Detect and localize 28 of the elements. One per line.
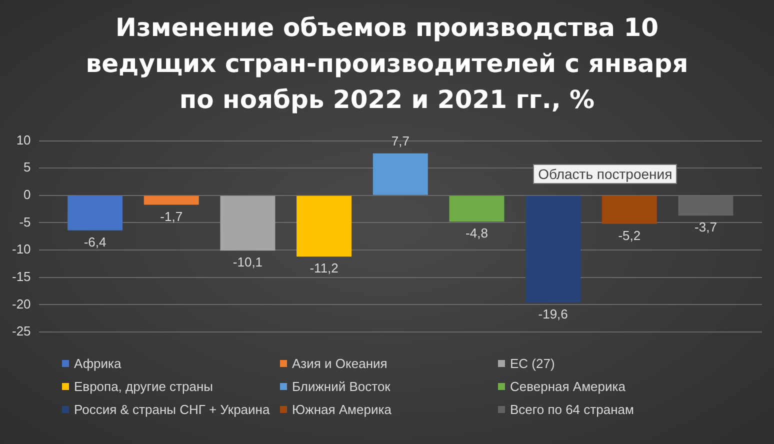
y-tick-label: -15 xyxy=(12,268,31,284)
data-label: -3,7 xyxy=(694,220,717,235)
data-label: -10,1 xyxy=(232,254,263,270)
legend-label: Россия & страны СНГ + Украина xyxy=(74,402,270,417)
data-label: 7,7 xyxy=(391,133,410,148)
data-label: -5,2 xyxy=(618,228,641,243)
legend-label: Азия и Океания xyxy=(292,356,388,371)
data-label: -6,4 xyxy=(84,234,106,250)
annotation: Область построения xyxy=(533,164,678,184)
legend-label: Северная Америка xyxy=(510,379,626,394)
chart-title: Изменение объемов производства 10 ведущих стран-производителей с января по ноябрь 2022 и 2021 гг., % xyxy=(84,12,690,116)
y-tick-label: -10 xyxy=(12,242,31,257)
y-tick-label: 10 xyxy=(16,132,31,148)
data-label: -1,7 xyxy=(160,208,183,224)
legend-label: Всего по 64 странам xyxy=(510,402,634,417)
data-label: -11,2 xyxy=(310,260,338,276)
data-label: -4,8 xyxy=(466,226,488,241)
y-tick-label: 0 xyxy=(24,187,31,202)
data-label: -19,6 xyxy=(538,306,568,322)
y-tick-label: -25 xyxy=(12,324,31,339)
legend-label: Европа, другие страны xyxy=(74,379,213,394)
legend-label: Ближний Восток xyxy=(292,379,390,394)
legend-label: ЕС (27) xyxy=(510,356,555,371)
y-tick-label: -5 xyxy=(19,214,31,230)
y-tick-label: -20 xyxy=(12,296,31,312)
y-tick-label: 5 xyxy=(24,160,31,175)
legend-label: Южная Америка xyxy=(292,402,392,417)
legend-label: Африка xyxy=(74,356,122,371)
